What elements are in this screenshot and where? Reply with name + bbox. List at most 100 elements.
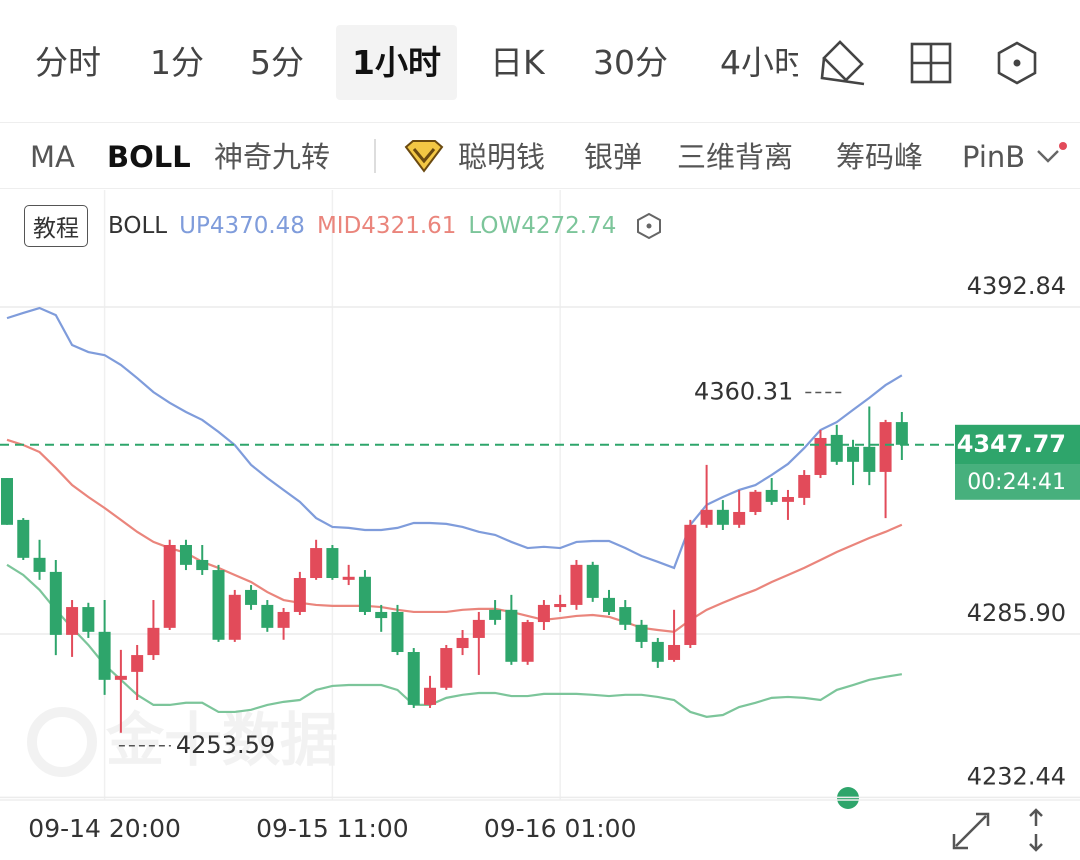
candle-body [147,627,160,656]
candle-body [245,589,258,605]
candle-body [49,571,62,635]
candle-body [440,648,453,688]
legend-name: LOW [468,213,522,239]
candle-body [310,548,323,579]
legend-item: UP4370.48 [179,213,305,239]
y-tick-label: 4285.90 [967,599,1066,627]
candle-body [33,557,46,572]
candle-body [342,576,355,580]
candle-body [407,652,420,705]
timeframe-tab[interactable]: 5分 [250,43,304,82]
settings-dot [1013,59,1021,67]
high-price-label: 4360.31 [694,377,793,405]
boll-low-line [6,563,903,718]
candle-body [521,622,534,662]
candle-body [684,524,697,645]
candle-body [765,489,778,502]
chevron [1037,150,1059,163]
candle-body [554,604,567,608]
x-tick-label: 09-16 01:00 [484,814,637,843]
candle-body [651,641,664,662]
legend-name: UP [179,213,210,239]
candle-body [619,607,632,625]
boll-up-line [6,306,903,570]
candle-body [98,631,111,680]
candle-body [847,446,860,462]
candle-body [635,624,648,642]
separator [374,139,376,173]
candle-body [261,604,274,628]
indicator-tab[interactable]: 三维背离 [677,140,794,174]
candle-body [456,637,469,649]
candle-body [326,548,339,579]
candle-body [66,607,79,635]
candle-body [1,478,13,525]
diamond-facet [412,148,436,164]
candle-body [82,607,95,632]
badge-dot [1059,142,1067,150]
timeframe-tab[interactable]: 4小时 [720,43,798,82]
indicator-tab[interactable]: 聪明钱 [458,140,546,174]
candle-body [391,611,404,653]
draw-tool-icon[interactable] [818,38,870,88]
timeframe-tab[interactable]: 分时 [35,43,101,82]
current-price-box [955,424,1080,465]
watermark-text: 金十数据 [106,706,338,774]
legend-value: 4272.74 [521,213,617,239]
layout-lines [912,44,950,82]
y-tick-label: 4232.44 [967,762,1066,790]
hex-dot [646,223,652,229]
settings-hex [997,41,1037,85]
candle-body [505,609,518,662]
timeframe-tab[interactable]: 30分 [593,43,668,82]
indicator-tab[interactable]: 筹码峰 [836,140,924,174]
candle-body [358,576,371,612]
timeframe-tab[interactable]: 日K [490,43,545,82]
candle-body [716,509,729,525]
expand-icon[interactable] [952,812,990,850]
watermark: 金十数据 [27,706,338,777]
candle-body [895,422,908,445]
indicator-name: BOLL [108,213,168,239]
candle-body [879,422,892,472]
draw-tool-shape [820,40,865,86]
candle-body [114,675,127,680]
layout-icon[interactable] [910,42,952,84]
indicator-tab[interactable]: BOLL [107,140,191,174]
candle-body [602,597,615,612]
candle-body [537,604,550,623]
timeframe-tabs: 分时 1分 5分 1小时 日K 30分 4小时 [0,0,1080,123]
candle-body [17,519,30,558]
candle-body [586,564,599,598]
timeframe-tab[interactable]: 1分 [150,43,204,82]
settings-icon[interactable] [996,40,1038,86]
candle-body [277,611,290,628]
candle-body [668,644,681,660]
candle-body [570,564,583,605]
candle-body [700,509,713,525]
tutorial-button[interactable]: 教程 [24,205,88,247]
candle-body [830,434,843,462]
smart-money-icon [404,140,444,173]
candle-body [212,570,225,640]
x-tick-label: 09-15 11:00 [256,814,409,843]
indicator-settings-icon[interactable] [634,211,664,241]
scale-icon[interactable] [1029,808,1043,852]
indicator-tab[interactable]: PinB [962,140,1026,174]
more-indicators[interactable] [1032,141,1072,171]
low-price-label: 4253.59 [176,731,275,759]
indicator-tab[interactable]: MA [30,140,75,174]
hex [637,212,662,240]
timeframe-tab[interactable]: 1小时 [336,25,457,100]
legend-item: LOW4272.74 [468,213,616,239]
candle-body [489,609,502,620]
watermark-logo [27,707,97,777]
indicator-tab[interactable]: 神奇九转 [214,140,331,174]
candle-body [196,559,209,571]
indicator-tab[interactable]: 银弹 [584,140,643,174]
candle-body [781,496,794,502]
candle-body [733,511,746,525]
candle-body [375,611,388,619]
